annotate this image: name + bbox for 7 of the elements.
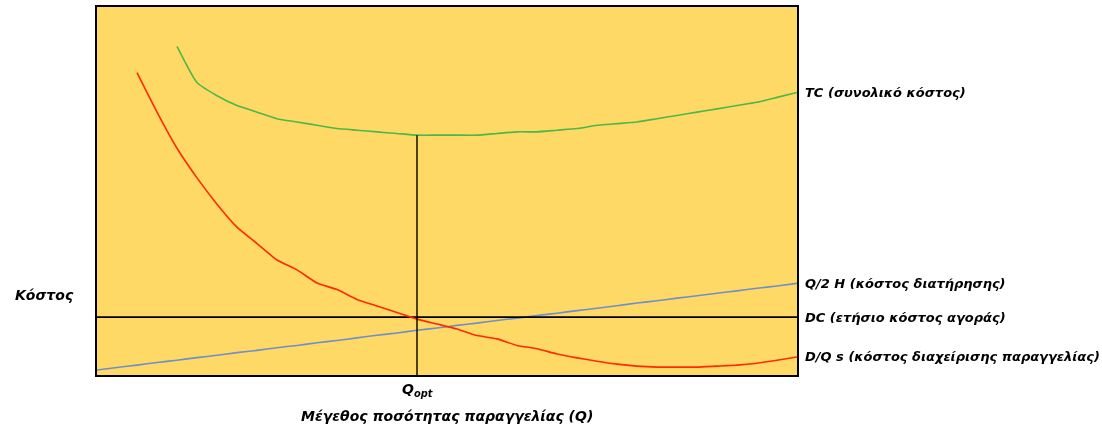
text: Q$_{opt}$ <box>402 381 433 399</box>
series-label: Q/2 H (κόστος διατήρησης) <box>805 276 1006 291</box>
series-label: TC (συνολικό κόστος) <box>805 85 966 100</box>
series-label: DC (ετήσιο κόστος αγοράς) <box>805 310 1006 325</box>
y-axis-title: Κόστος <box>15 287 74 303</box>
x-axis-title: Μέγεθος ποσότητας παραγγελίας (Q) <box>301 408 594 424</box>
series-label: D/Q s (κόστος διαχείρισης παραγγελίας) <box>805 349 1100 364</box>
